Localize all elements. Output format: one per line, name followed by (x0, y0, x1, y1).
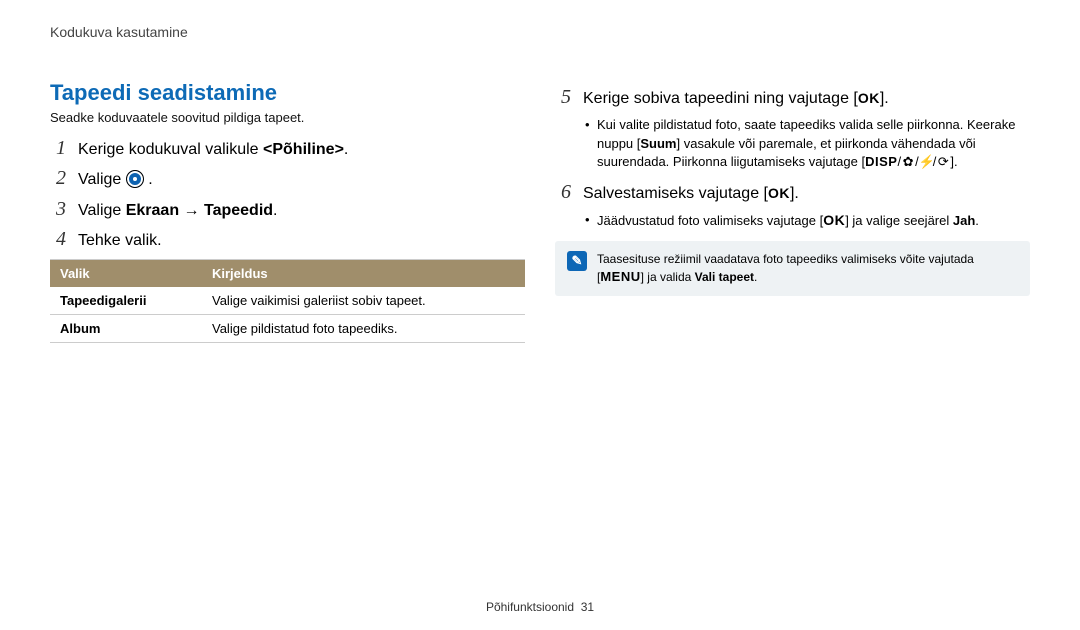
bullet-part: . (975, 213, 979, 228)
target-icon (126, 170, 144, 188)
footer-label: Põhifunktsioonid (486, 600, 574, 614)
bullet-dot: • (585, 211, 597, 231)
step-6: 6 Salvestamiseks vajutage [OK]. (555, 181, 1030, 205)
step-text-post: . (148, 171, 152, 188)
step-text-bold: Ekraan → Tapeedid (126, 202, 273, 219)
left-column: Tapeedi seadistamine Seadke koduvaatele … (50, 80, 525, 343)
zoom-label: Suum (640, 136, 676, 151)
step-text-pre: Kerige kodukuval valikule (78, 141, 263, 158)
step-num: 4 (50, 228, 72, 251)
bullet-dot: • (585, 116, 597, 171)
step-2: 2 Valige . (50, 167, 525, 191)
table-row: Album Valige pildistatud foto tapeediks. (50, 315, 525, 343)
step-text-post: ]. (880, 90, 889, 107)
step-text-post: . (344, 141, 348, 158)
step-text: Kerige kodukuval valikule <Põhiline>. (78, 139, 525, 161)
table-cell-left: Tapeedigalerii (50, 287, 202, 314)
step-text-pre: Kerige sobiva tapeedini ning vajutage [ (583, 90, 858, 107)
options-table: Valik Kirjeldus Tapeedigalerii Valige va… (50, 259, 525, 343)
step-text-pre: Valige (78, 202, 126, 219)
table-header: Valik Kirjeldus (50, 260, 525, 287)
bullet-text: Jäädvustatud foto valimiseks vajutage [O… (597, 211, 979, 231)
step-text-pre: Salvestamiseks vajutage [ (583, 185, 768, 202)
ok-icon: OK (858, 90, 880, 106)
jah-label: Jah (953, 213, 975, 228)
step-text: Valige Ekraan → Tapeedid. (78, 200, 525, 222)
table-header-right: Kirjeldus (202, 260, 525, 287)
step-text-pre: Valige (78, 171, 126, 188)
step-text: Tehke valik. (78, 230, 525, 252)
bullet-part: ]. (950, 154, 957, 169)
table-cell-right: Valige vaikimisi galeriist sobiv tapeet. (202, 287, 525, 314)
timer-icon: ⟳ (936, 153, 950, 171)
section-sub: Seadke koduvaatele soovitud pildiga tape… (50, 110, 525, 125)
note-part: ] ja valida (641, 270, 695, 284)
macro-icon: ✿ (901, 153, 915, 171)
step-1: 1 Kerige kodukuval valikule <Põhiline>. (50, 137, 525, 161)
ok-icon: OK (823, 212, 845, 228)
step-text: Kerige sobiva tapeedini ning vajutage [O… (583, 88, 1030, 110)
bullet-part: Jäädvustatud foto valimiseks vajutage [ (597, 213, 823, 228)
flash-icon: ⚡ (919, 153, 933, 171)
step-text: Valige . (78, 169, 525, 191)
note-icon: ✎ (567, 251, 587, 271)
step-6-bullet: • Jäädvustatud foto valimiseks vajutage … (585, 211, 1030, 231)
step-text-bold: <Põhiline> (263, 141, 344, 158)
note-bold: Vali tapeet (695, 270, 754, 284)
note-part: . (754, 270, 757, 284)
step-num: 2 (50, 167, 72, 190)
disp-icon: DISP (865, 154, 897, 169)
step-text-post: ]. (790, 185, 799, 202)
bullet-part: ] ja valige seejärel (845, 213, 953, 228)
step-num: 3 (50, 198, 72, 221)
note-box: ✎ Taasesituse režiimil vaadatava foto ta… (555, 241, 1030, 296)
step-5-bullet: • Kui valite pildistatud foto, saate tap… (585, 116, 1030, 171)
section-title: Tapeedi seadistamine (50, 80, 525, 106)
table-cell-right: Valige pildistatud foto tapeediks. (202, 315, 525, 342)
step-num: 1 (50, 137, 72, 160)
right-column: 5 Kerige sobiva tapeedini ning vajutage … (555, 80, 1030, 343)
step-text-post: . (273, 202, 277, 219)
table-row: Tapeedigalerii Valige vaikimisi galeriis… (50, 287, 525, 315)
footer-page: 31 (581, 600, 594, 614)
bullet-text: Kui valite pildistatud foto, saate tapee… (597, 116, 1030, 171)
step-5: 5 Kerige sobiva tapeedini ning vajutage … (555, 86, 1030, 110)
note-text: Taasesituse režiimil vaadatava foto tape… (597, 251, 1018, 286)
step-num: 6 (555, 181, 577, 204)
table-cell-left: Album (50, 315, 202, 342)
table-header-left: Valik (50, 260, 202, 287)
step-3: 3 Valige Ekraan → Tapeedid. (50, 198, 525, 222)
menu-icon: MENU (600, 269, 640, 284)
page-footer: Põhifunktsioonid 31 (0, 600, 1080, 614)
ok-icon: OK (768, 185, 790, 201)
step-4: 4 Tehke valik. (50, 228, 525, 252)
step-num: 5 (555, 86, 577, 109)
step-text: Salvestamiseks vajutage [OK]. (583, 183, 1030, 205)
breadcrumb: Kodukuva kasutamine (50, 24, 1030, 40)
